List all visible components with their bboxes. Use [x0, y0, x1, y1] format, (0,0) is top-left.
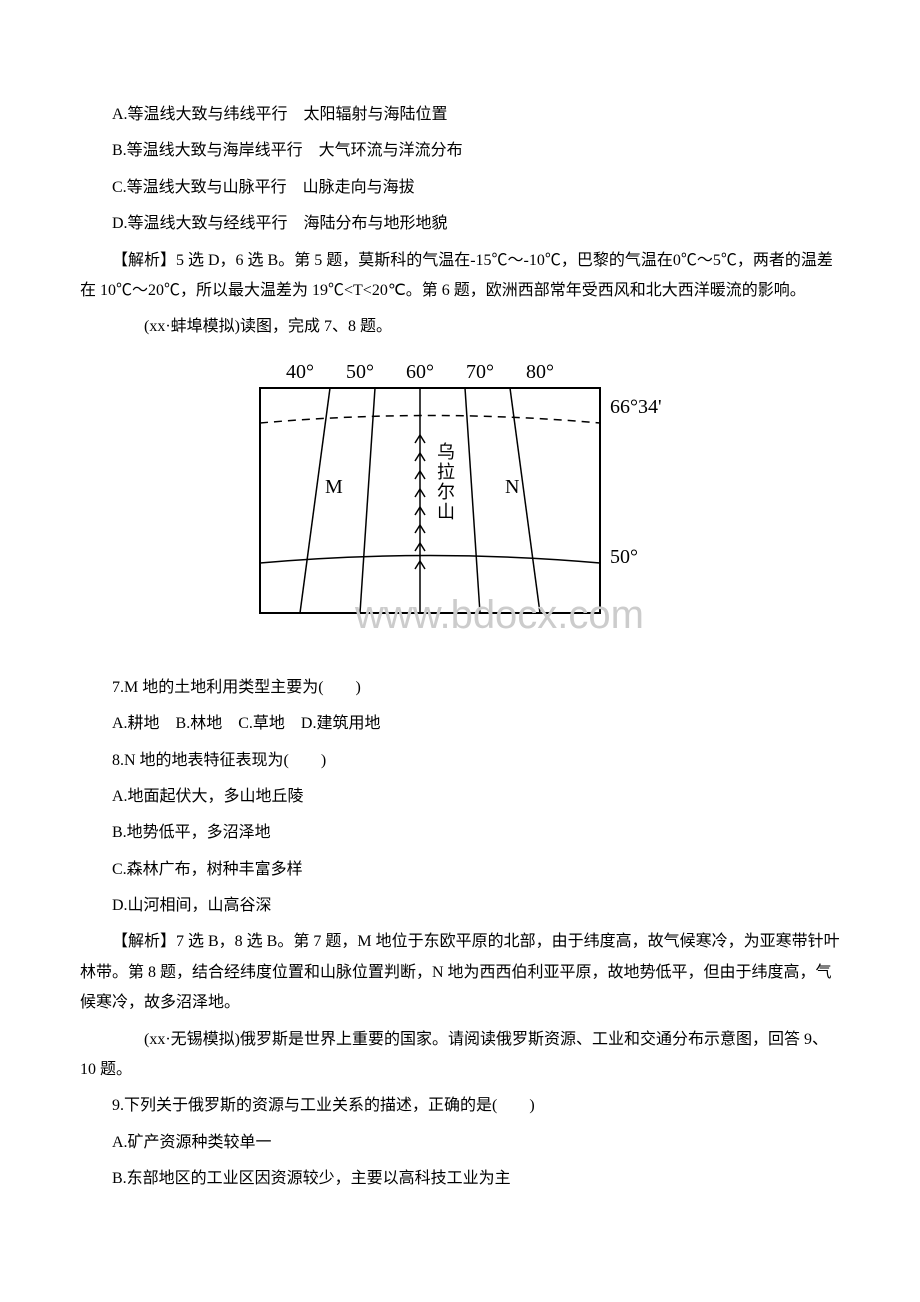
lon-70: 70° [466, 361, 494, 383]
lat-arctic: 66°34' [610, 396, 662, 418]
q5-6-option-a: A.等温线大致与纬线平行 太阳辐射与海陆位置 [80, 100, 840, 130]
q8-option-c: C.森林广布，树种丰富多样 [80, 855, 840, 885]
mountain-label-3: 尔 [437, 482, 455, 502]
watermark: www.bdocx.com [354, 593, 644, 637]
mountain-label-1: 乌 [437, 442, 455, 462]
lon-80: 80° [526, 361, 554, 383]
lat-50: 50° [610, 546, 638, 568]
lon-50: 50° [346, 361, 374, 383]
q8-stem: 8.N 地的地表特征表现为( ) [80, 746, 840, 776]
region-m: M [325, 476, 343, 498]
q8-option-d: D.山河相间，山高谷深 [80, 891, 840, 921]
region-n: N [505, 476, 519, 498]
mountain-label-2: 拉 [437, 462, 455, 482]
map-figure: 40° 50° 60° 70° 80° 66°34' 50° [80, 353, 840, 663]
lon-40: 40° [286, 361, 314, 383]
mountain-label-4: 山 [437, 502, 455, 522]
q8-option-b: B.地势低平，多沼泽地 [80, 818, 840, 848]
q9-stem: 9.下列关于俄罗斯的资源与工业关系的描述，正确的是( ) [80, 1091, 840, 1121]
lon-60: 60° [406, 361, 434, 383]
q5-6-explanation: 【解析】5 选 D，6 选 B。第 5 题，莫斯科的气温在-15℃～-10℃，巴… [80, 246, 840, 307]
q9-option-a: A.矿产资源种类较单一 [80, 1128, 840, 1158]
q9-option-b: B.东部地区的工业区因资源较少，主要以高科技工业为主 [80, 1164, 840, 1194]
q7-stem: 7.M 地的土地利用类型主要为( ) [80, 673, 840, 703]
q7-options: A.耕地 B.林地 C.草地 D.建筑用地 [80, 709, 840, 739]
q8-option-a: A.地面起伏大，多山地丘陵 [80, 782, 840, 812]
q5-6-option-b: B.等温线大致与海岸线平行 大气环流与洋流分布 [80, 136, 840, 166]
q5-6-option-d: D.等温线大致与经线平行 海陆分布与地形地貌 [80, 209, 840, 239]
q7-8-explanation: 【解析】7 选 B，8 选 B。第 7 题，M 地位于东欧平原的北部，由于纬度高… [80, 927, 840, 1018]
q7-8-intro: (xx·蚌埠模拟)读图，完成 7、8 题。 [80, 312, 840, 342]
q9-10-intro: (xx·无锡模拟)俄罗斯是世界上重要的国家。请阅读俄罗斯资源、工业和交通分布示意… [80, 1025, 840, 1086]
q5-6-option-c: C.等温线大致与山脉平行 山脉走向与海拔 [80, 173, 840, 203]
